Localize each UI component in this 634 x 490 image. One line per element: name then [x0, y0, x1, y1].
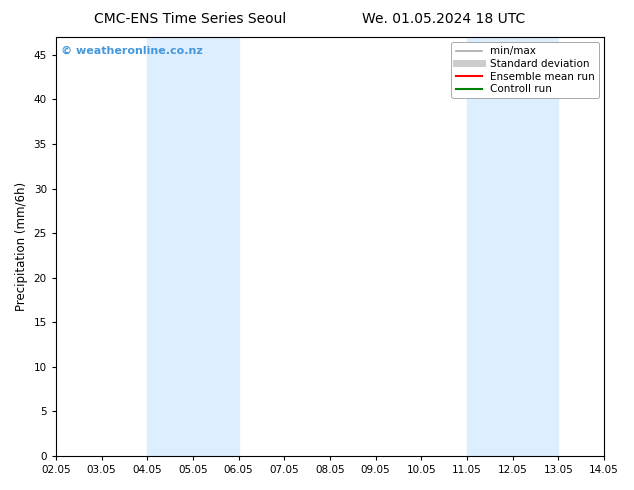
Text: CMC-ENS Time Series Seoul: CMC-ENS Time Series Seoul — [94, 12, 287, 26]
Text: © weatheronline.co.nz: © weatheronline.co.nz — [61, 46, 203, 55]
Bar — [147, 37, 238, 456]
Legend: min/max, Standard deviation, Ensemble mean run, Controll run: min/max, Standard deviation, Ensemble me… — [451, 42, 599, 98]
Y-axis label: Precipitation (mm/6h): Precipitation (mm/6h) — [15, 182, 28, 311]
Bar — [467, 37, 559, 456]
Text: We. 01.05.2024 18 UTC: We. 01.05.2024 18 UTC — [362, 12, 526, 26]
